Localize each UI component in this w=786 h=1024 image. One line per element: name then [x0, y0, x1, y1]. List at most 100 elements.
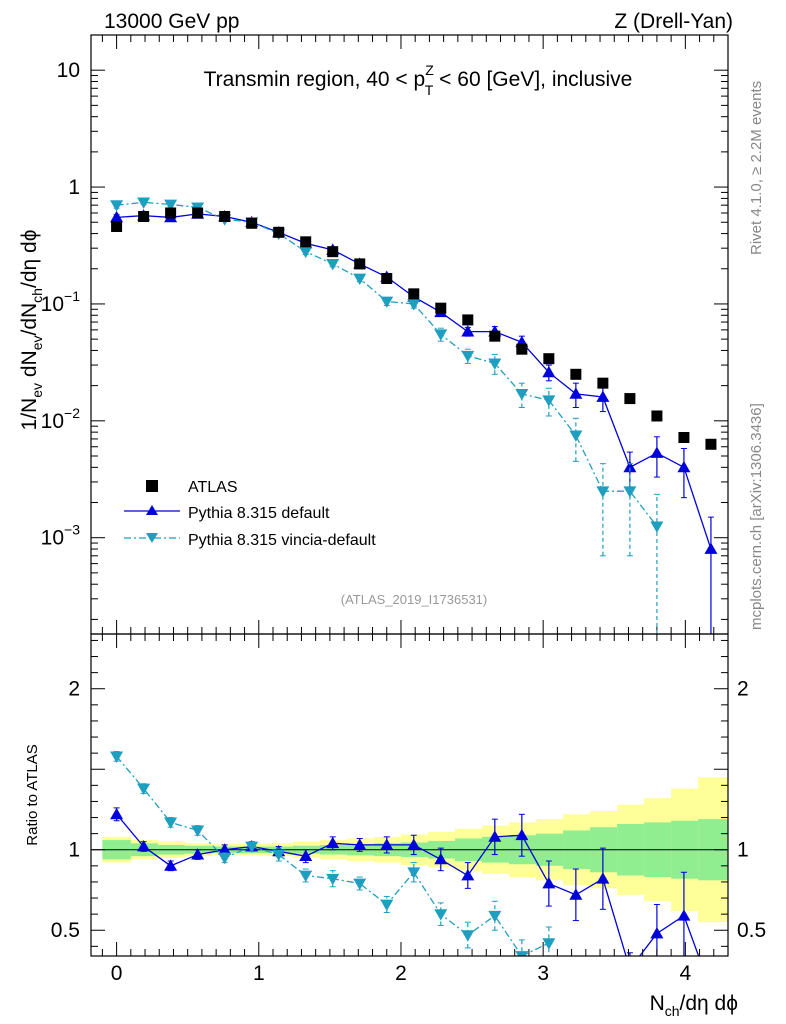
ratio-y-tick-label: 0.5	[51, 919, 80, 942]
atlas-point	[462, 314, 474, 326]
vincia-point	[515, 389, 529, 401]
atlas-point	[354, 258, 366, 270]
atlas-point	[705, 438, 717, 450]
ratio-vincia-point	[164, 817, 178, 829]
vincia-point	[488, 358, 502, 370]
atlas-point	[246, 217, 258, 229]
ratio-axis-ticks	[91, 634, 728, 956]
ratio-y-tick-labels: 0.5 0.5 1 1 2 2	[51, 678, 766, 943]
ratio-vincia-point	[488, 910, 502, 923]
legend-pythia-label: Pythia 8.315 default	[188, 505, 330, 522]
vincia-point	[137, 197, 151, 209]
ratio-vincia-point	[110, 751, 124, 763]
x-tick-label: 3	[537, 962, 549, 985]
ratio-vincia-point	[218, 852, 232, 865]
x-tick-label: 0	[111, 962, 123, 985]
main-y-tick-label: 10−2	[41, 405, 81, 433]
vincia-point	[299, 246, 313, 259]
ratio-pythia-point	[137, 840, 151, 852]
main-axis-ticks	[91, 34, 728, 634]
ratio-pythia-point	[407, 838, 421, 850]
pythia-default-point	[110, 210, 124, 223]
atlas-point	[570, 368, 582, 380]
main-frame	[90, 34, 729, 635]
pythia-default-point	[650, 446, 664, 458]
main-data-series	[110, 197, 718, 634]
main-y-axis-label: 1/Nev dNev/dNch/dη dϕ	[18, 230, 45, 431]
ratio-pythia-point	[569, 888, 583, 900]
ratio-y-tick-label: 1	[68, 839, 80, 862]
process-label: Z (Drell-Yan)	[614, 10, 733, 33]
ratio-pythia-point	[326, 836, 340, 849]
vincia-point	[380, 296, 394, 308]
energy-label: 13000 GeV pp	[104, 10, 239, 33]
atlas-point	[192, 207, 204, 219]
vincia-point	[596, 486, 610, 498]
atlas-point	[408, 288, 420, 300]
ratio-pythia-point	[515, 828, 529, 841]
ratio-pythia-point	[623, 962, 636, 973]
atlas-point	[219, 210, 231, 222]
vincia-point	[326, 259, 340, 271]
ratio-pythia-point	[677, 909, 691, 921]
vincia-point	[542, 395, 556, 407]
ratio-vincia-point	[434, 909, 448, 921]
main-y-tick-label: 10−3	[41, 522, 81, 550]
ratio-vincia-point	[542, 938, 556, 950]
ratio-pythia-point	[218, 843, 232, 855]
analysis-watermark: (ATLAS_2019_I1736531)	[341, 592, 487, 607]
ratio-frame	[90, 633, 729, 957]
legend-atlas-marker	[146, 480, 158, 492]
atlas-point	[678, 431, 690, 443]
atlas-point	[300, 236, 312, 248]
ratio-vincia-point	[191, 825, 205, 837]
main-y-tick-labels: 10 1 10−1 10−2 10−3	[41, 59, 81, 550]
pythia-default-point	[704, 542, 718, 554]
ratio-vincia-point	[461, 930, 475, 942]
main-plot-panel: 10 1 10−1 10−2 10−3 Transmin region, 40 < pZ…	[18, 34, 729, 635]
atlas-point	[327, 246, 339, 258]
ratio-y-tick-label: 2	[68, 678, 80, 701]
ratio-vincia-point	[326, 873, 340, 886]
atlas-point	[543, 353, 555, 365]
vincia-point	[164, 199, 178, 211]
pythia-default-point	[677, 460, 691, 473]
ratio-pythia-point	[650, 926, 664, 939]
x-tick-label: 1	[253, 962, 265, 985]
ratio-pythia-point	[596, 872, 610, 884]
ratio-vincia-point	[380, 899, 394, 911]
ratio-y-tick-label-right: 0.5	[737, 919, 766, 942]
atlas-point	[273, 226, 285, 238]
ratio-pythia-point	[191, 848, 205, 860]
ratio-pythia-point	[299, 849, 313, 862]
ratio-vincia-point	[515, 951, 529, 956]
vincia-point	[623, 486, 637, 498]
ratio-pythia-point	[488, 830, 502, 842]
ratio-y-tick-label-right: 2	[737, 678, 749, 701]
x-tick-label: 2	[395, 962, 407, 985]
main-y-tick-label: 10−1	[41, 288, 81, 316]
pythia-default-point	[569, 387, 583, 399]
pythia-default-point	[596, 390, 610, 402]
atlas-point	[516, 343, 528, 355]
atlas-point	[381, 273, 393, 285]
atlas-point	[165, 207, 177, 219]
atlas-point	[435, 302, 447, 314]
x-axis-label: Nch/dη dϕ	[650, 992, 738, 1019]
pythia-default-point	[623, 460, 637, 473]
vincia-point	[407, 299, 421, 311]
pythia-default-line	[116, 213, 712, 550]
ratio-pythia-point	[164, 859, 178, 871]
ratio-pythia-point	[380, 838, 394, 850]
legend: ATLAS Pythia 8.315 default Pythia 8.315 …	[124, 479, 376, 549]
vincia-point	[110, 200, 124, 212]
main-y-tick-label: 10	[57, 59, 80, 82]
pythia-default-point	[542, 365, 556, 378]
vincia-line	[116, 201, 658, 527]
main-y-tick-label: 1	[68, 176, 80, 199]
mcplots-label: mcplots.cern.ch [arXiv:1306.3436]	[748, 403, 765, 630]
atlas-point	[138, 210, 150, 222]
ratio-pythia-point	[542, 877, 556, 889]
ratio-vincia-point	[353, 878, 367, 891]
